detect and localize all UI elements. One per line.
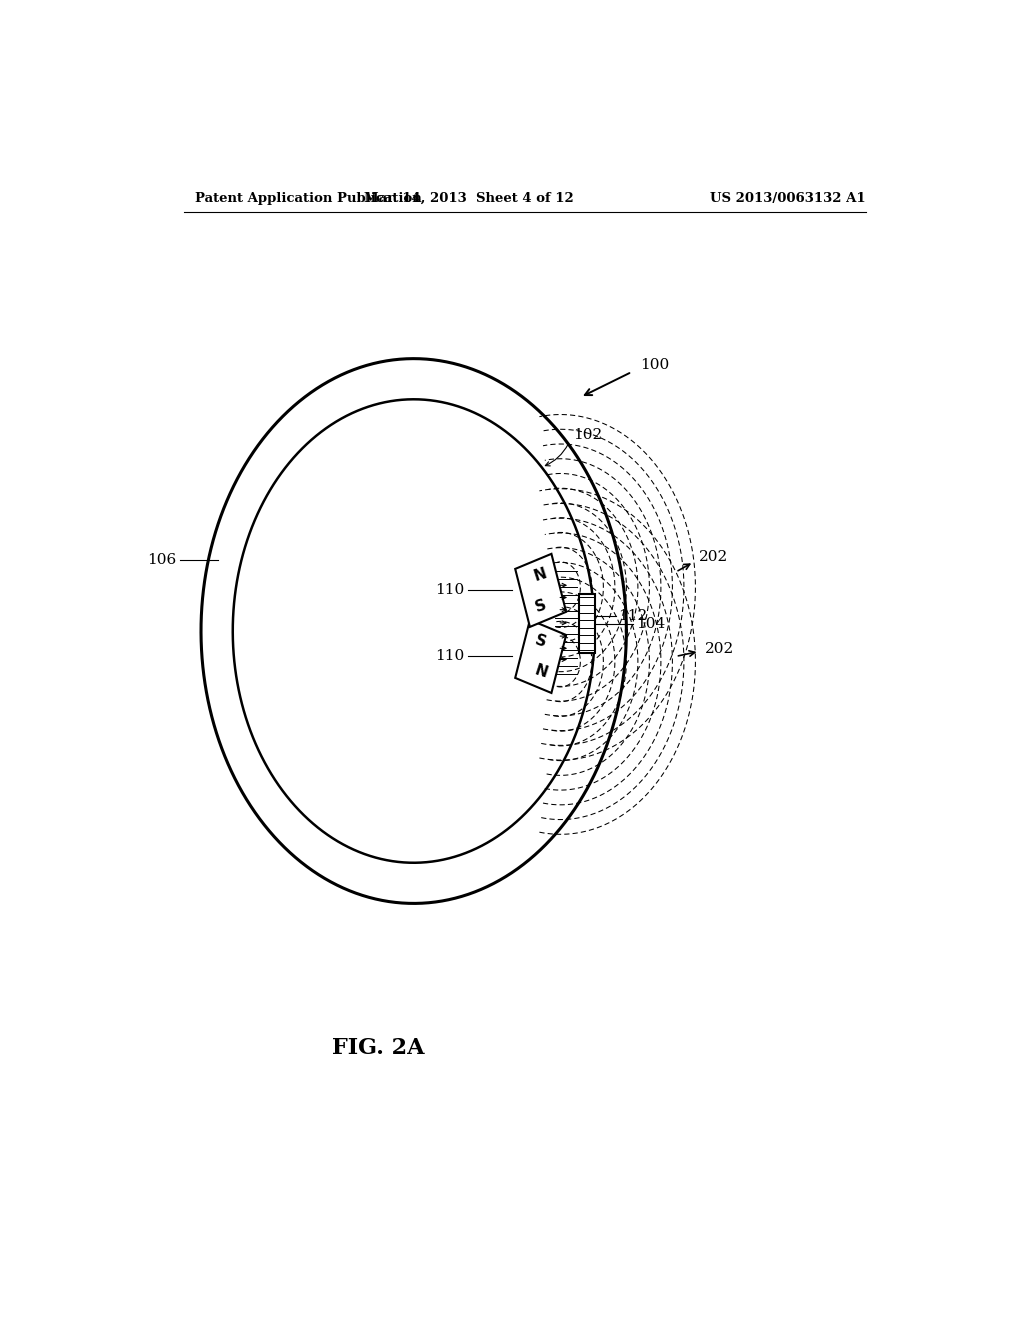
Text: 104: 104	[636, 616, 666, 631]
Text: Mar. 14, 2013  Sheet 4 of 12: Mar. 14, 2013 Sheet 4 of 12	[365, 191, 574, 205]
Text: US 2013/0063132 A1: US 2013/0063132 A1	[711, 191, 866, 205]
Text: 202: 202	[699, 550, 729, 564]
Text: S: S	[534, 632, 548, 649]
Bar	[515, 620, 566, 693]
Text: Patent Application Publication: Patent Application Publication	[196, 191, 422, 205]
Text: 110: 110	[435, 649, 465, 664]
Bar	[579, 594, 595, 653]
Text: N: N	[532, 663, 549, 681]
Text: 112: 112	[618, 610, 648, 623]
Text: S: S	[534, 597, 548, 614]
Text: 102: 102	[573, 428, 603, 442]
Text: 100: 100	[640, 358, 669, 372]
Text: 202: 202	[705, 643, 734, 656]
Bar	[515, 554, 566, 627]
Text: FIG. 2A: FIG. 2A	[332, 1036, 424, 1059]
Text: 106: 106	[147, 553, 176, 566]
Text: 110: 110	[435, 583, 465, 598]
Text: N: N	[532, 566, 549, 585]
